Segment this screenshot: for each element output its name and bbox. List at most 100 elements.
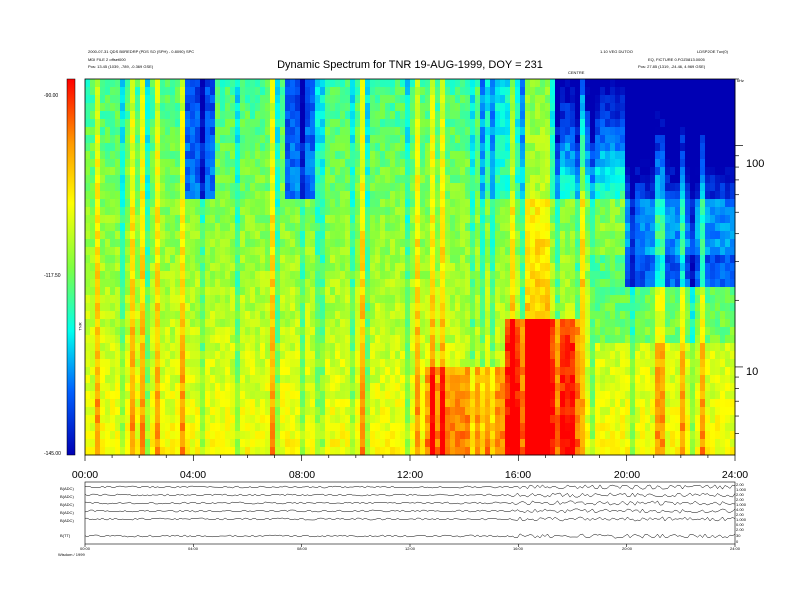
heatmap-cell: [310, 431, 316, 440]
heatmap-cell: [485, 127, 491, 136]
heatmap-cell: [125, 399, 131, 408]
heatmap-cell: [425, 159, 431, 168]
heatmap-cell: [185, 143, 191, 152]
heatmap-cell: [405, 119, 411, 128]
heatmap-cell: [550, 327, 556, 336]
heatmap-cell: [180, 127, 186, 136]
heatmap-cell: [205, 407, 211, 416]
heatmap-cell: [545, 119, 551, 128]
heatmap-cell: [495, 223, 501, 232]
heatmap-cell: [380, 439, 386, 448]
heatmap-cell: [445, 175, 451, 184]
heatmap-cell: [300, 431, 306, 440]
heatmap-cell: [350, 247, 356, 256]
heatmap-cell: [585, 135, 591, 144]
heatmap-cell: [280, 95, 286, 104]
heatmap-cell: [315, 351, 321, 360]
heatmap-cell: [335, 271, 341, 280]
heatmap-cell: [465, 207, 471, 216]
heatmap-cell: [405, 135, 411, 144]
heatmap-cell: [505, 359, 511, 368]
heatmap-cell: [215, 383, 221, 392]
heatmap-cell: [490, 159, 496, 168]
heatmap-cell: [105, 439, 111, 448]
heatmap-cell: [555, 311, 561, 320]
heatmap-cell: [160, 191, 166, 200]
heatmap-cell: [560, 119, 566, 128]
heatmap-cell: [520, 343, 526, 352]
heatmap-cell: [340, 439, 346, 448]
heatmap-cell: [285, 351, 291, 360]
heatmap-cell: [270, 415, 276, 424]
heatmap-cell: [490, 255, 496, 264]
heatmap-cell: [510, 95, 516, 104]
heatmap-cell: [340, 375, 346, 384]
heatmap-cell: [90, 319, 96, 328]
heatmap-cell: [470, 239, 476, 248]
heatmap-cell: [360, 439, 366, 448]
heatmap-cell: [515, 231, 521, 240]
heatmap-cell: [305, 311, 311, 320]
heatmap-cell: [180, 415, 186, 424]
heatmap-cell: [330, 439, 336, 448]
heatmap-cell: [190, 159, 196, 168]
heatmap-cell: [180, 167, 186, 176]
heatmap-cell: [480, 183, 486, 192]
heatmap-cell: [250, 239, 256, 248]
heatmap-cell: [180, 439, 186, 448]
heatmap-cell: [100, 87, 106, 96]
heatmap-cell: [125, 407, 131, 416]
heatmap-cell: [550, 287, 556, 296]
heatmap-cell: [185, 359, 191, 368]
heatmap-cell: [380, 303, 386, 312]
heatmap-cell: [500, 135, 506, 144]
heatmap-cell: [345, 335, 351, 344]
heatmap-cell: [550, 399, 556, 408]
heatmap-cell: [570, 223, 576, 232]
heatmap-cell: [235, 223, 241, 232]
heatmap-cell: [395, 415, 401, 424]
heatmap-cell: [545, 103, 551, 112]
heatmap-cell: [230, 151, 236, 160]
heatmap-cell: [245, 175, 251, 184]
heatmap-cell: [170, 303, 176, 312]
heatmap-cell: [450, 359, 456, 368]
heatmap-cell: [225, 183, 231, 192]
heatmap-cell: [465, 375, 471, 384]
heatmap-cell: [570, 255, 576, 264]
heatmap-cell: [85, 223, 91, 232]
heatmap-cell: [440, 95, 446, 104]
heatmap-cell: [205, 87, 211, 96]
heatmap-cell: [475, 207, 481, 216]
heatmap-cell: [540, 175, 546, 184]
heatmap-cell: [110, 223, 116, 232]
heatmap-cell: [215, 375, 221, 384]
heatmap-cell: [460, 383, 466, 392]
heatmap-cell: [240, 319, 246, 328]
heatmap-cell: [350, 127, 356, 136]
heatmap-cell: [530, 207, 536, 216]
heatmap-cell: [370, 319, 376, 328]
heatmap-cell: [210, 447, 216, 456]
heatmap-cell: [420, 127, 426, 136]
heatmap-cell: [195, 127, 201, 136]
heatmap-cell: [105, 119, 111, 128]
heatmap-cell: [410, 119, 416, 128]
heatmap-cell: [550, 407, 556, 416]
heatmap-cell: [180, 79, 186, 88]
heatmap-cell: [95, 359, 101, 368]
heatmap-cell: [490, 271, 496, 280]
heatmap-cell: [485, 151, 491, 160]
heatmap-cell: [460, 311, 466, 320]
heatmap-cell: [585, 167, 591, 176]
heatmap-cell: [470, 183, 476, 192]
heatmap-cell: [165, 287, 171, 296]
heatmap-cell: [345, 311, 351, 320]
heatmap-cell: [555, 335, 561, 344]
heatmap-cell: [265, 215, 271, 224]
heatmap-cell: [245, 103, 251, 112]
heatmap-cell: [250, 111, 256, 120]
heatmap-cell: [310, 351, 316, 360]
heatmap-cell: [175, 327, 181, 336]
heatmap-cell: [470, 367, 476, 376]
